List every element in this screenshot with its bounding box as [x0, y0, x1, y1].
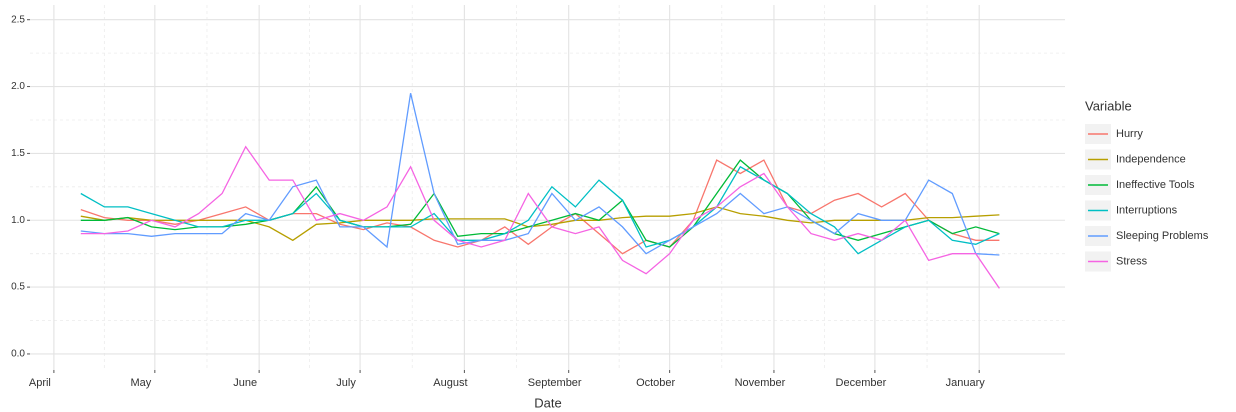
x-tick-label: August — [433, 377, 467, 389]
x-tick-label: December — [836, 377, 887, 389]
series-line — [80, 206, 1000, 242]
y-tick-label: 0.0 — [11, 349, 25, 360]
legend-label: Stress — [1116, 255, 1148, 267]
legend-label: Ineffective Tools — [1116, 179, 1195, 191]
y-tick-label: 2.0 — [11, 81, 25, 92]
x-tick-label: May — [130, 377, 151, 389]
y-tick-label: 1.0 — [11, 215, 25, 226]
legend-label: Hurry — [1116, 128, 1143, 140]
y-tick-label: 1.5 — [11, 148, 25, 159]
x-tick-label: November — [735, 377, 786, 389]
x-axis-title: Date — [534, 395, 561, 410]
series-line — [80, 159, 1000, 255]
series-line — [80, 145, 1000, 289]
x-tick-label: June — [233, 377, 257, 389]
x-tick-label: October — [636, 377, 675, 389]
y-tick-label: 2.5 — [11, 14, 25, 25]
legend-label: Interruptions — [1116, 204, 1178, 216]
x-tick-label: September — [528, 377, 582, 389]
series-line — [80, 93, 1000, 256]
x-tick-label: July — [336, 377, 356, 389]
x-tick-label: April — [29, 377, 51, 389]
y-tick-label: 0.5 — [11, 282, 25, 293]
legend-label: Sleeping Problems — [1116, 230, 1209, 242]
x-tick-label: January — [946, 377, 986, 389]
legend-title: Variable — [1085, 98, 1132, 113]
legend-label: Independence — [1116, 153, 1186, 165]
